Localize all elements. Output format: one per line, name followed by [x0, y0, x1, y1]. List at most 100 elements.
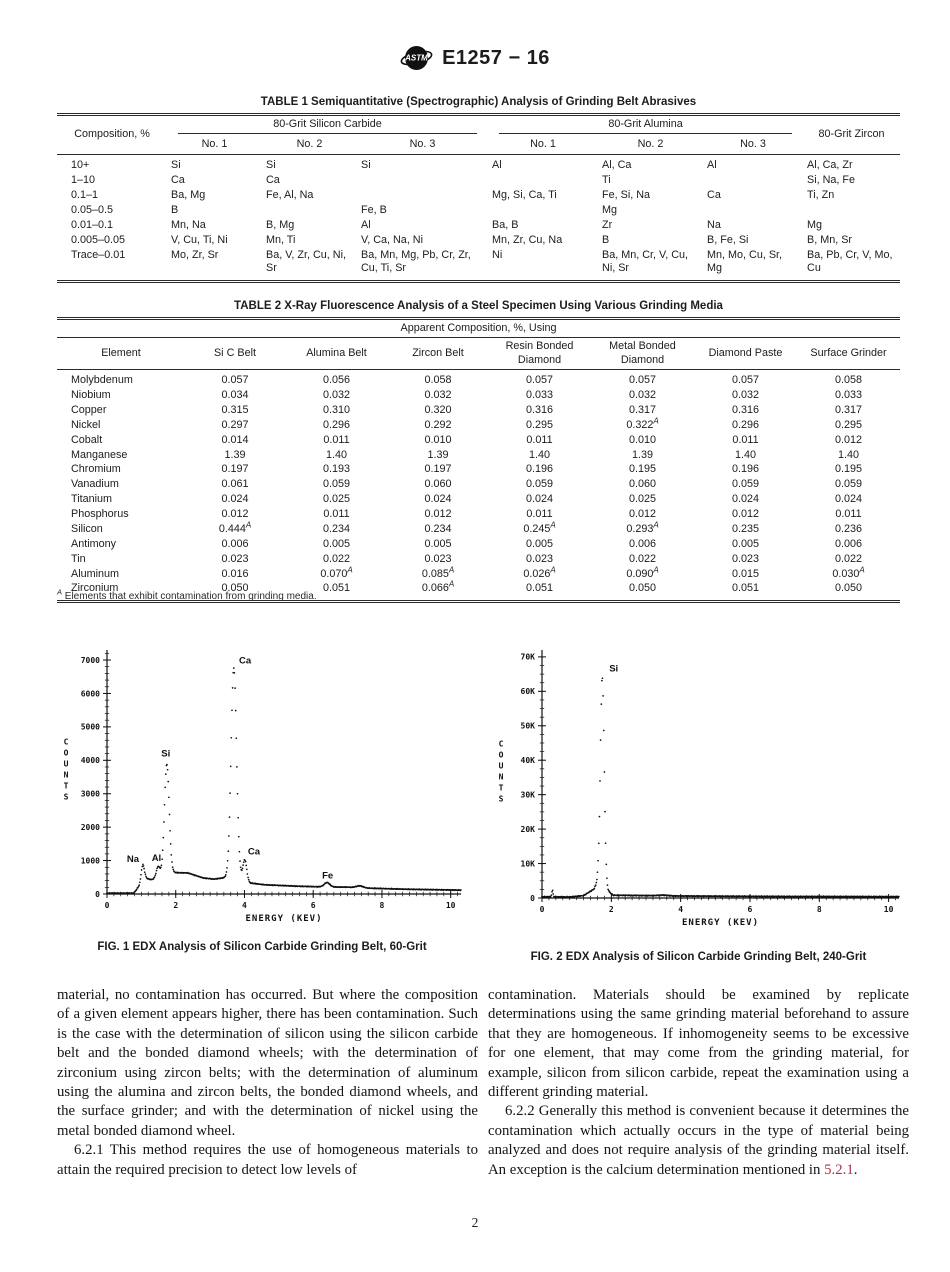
- table-row: Niobium 0.034 0.032 0.032 0.033 0.032 0.032 0.0…: [57, 388, 900, 403]
- element-name: Vanadium: [71, 478, 119, 491]
- value-cell: 0.011: [323, 433, 350, 446]
- table-row: 0.005–0.05 V, Cu, Ti, Ni Mn, Ti V, Ca, Na, …: [57, 233, 900, 248]
- elements-cell: Si: [361, 158, 371, 171]
- value-cell: 0.058: [424, 374, 452, 387]
- document-code: E1257 − 16: [442, 46, 550, 69]
- svg-text:U: U: [499, 762, 504, 771]
- elements-cell: Al, Ca: [602, 158, 632, 171]
- element-name: Zirconium: [71, 582, 119, 595]
- value-cell: 0.316: [731, 403, 760, 416]
- elements-cell: Si: [266, 158, 276, 171]
- value-cell: 0.023: [424, 552, 452, 565]
- elements-cell: [357, 173, 488, 188]
- value-cell: 0.022: [322, 552, 351, 565]
- value-cell: 0.022: [835, 552, 863, 565]
- value-cell: 0.025: [322, 493, 351, 506]
- value-cell: 0.010: [628, 433, 657, 446]
- value-cell: 0.012: [731, 508, 760, 521]
- value-cell: 1.40: [734, 448, 756, 461]
- value-cell: 0.444A: [218, 520, 252, 535]
- svg-text:N: N: [499, 773, 504, 782]
- value-cell: 0.022: [628, 552, 657, 565]
- elements-cell: Ca: [171, 173, 185, 186]
- table-row: 0.1–1 Ba, Mg Fe, Al, Na Mg, Si, Ca, Ti Fe, S…: [57, 188, 900, 203]
- table1-group-alumina: 80-Grit Alumina: [488, 115, 803, 137]
- value-cell: 0.032: [628, 389, 657, 402]
- value-cell: 1.40: [838, 448, 860, 461]
- section-reference-link[interactable]: 5.2.1: [824, 1161, 854, 1178]
- value-cell: 0.066A: [421, 579, 455, 595]
- elements-cell: [703, 173, 803, 188]
- value-cell: 0.057: [628, 374, 657, 387]
- elements-cell: V, Cu, Ti, Ni: [171, 233, 228, 246]
- value-cell: 0.024: [424, 493, 452, 506]
- element-name: Molybdenum: [71, 374, 133, 387]
- elements-cell: Mg: [602, 203, 618, 216]
- value-cell: 0.006: [221, 537, 249, 550]
- value-cell: 0.051: [322, 582, 351, 595]
- composition-range: 1–10: [71, 173, 96, 186]
- figure-1-caption: FIG. 1 EDX Analysis of Silicon Carbide G…: [97, 941, 427, 953]
- value-cell: 1.39: [224, 448, 246, 461]
- elements-cell: [803, 203, 900, 218]
- value-cell: 0.012: [835, 433, 863, 446]
- value-cell: 0.197: [424, 463, 452, 476]
- value-cell: 0.005: [731, 537, 760, 550]
- elements-cell: Ba, B: [492, 218, 519, 231]
- body-paragraph: contamination. Materials should be exami…: [488, 987, 909, 1101]
- elements-cell: Al, Ca, Zr: [807, 158, 853, 171]
- value-cell: 0.236: [835, 522, 863, 535]
- table-row: Nickel 0.297 0.296 0.292 0.295 0.322A 0.296 0.2…: [57, 417, 900, 433]
- value-cell: 0.193: [322, 463, 351, 476]
- value-cell: 0.310: [322, 403, 351, 416]
- elements-cell: B, Mn, Sr: [807, 233, 853, 246]
- body-paragraph: 6.2.2 Generally this method is convenien…: [488, 1103, 909, 1178]
- table2-span-header: Apparent Composition, %, Using: [57, 318, 901, 339]
- value-cell: 0.057: [525, 374, 554, 387]
- figure-2-caption: FIG. 2 EDX Analysis of Silicon Carbide G…: [530, 951, 867, 963]
- value-cell: 0.090A: [626, 565, 659, 580]
- table-row: Zirconium 0.050 0.051 0.066A 0.051 0.050 0.051…: [57, 579, 900, 601]
- svg-text:0: 0: [95, 890, 100, 899]
- value-cell: 0.197: [221, 463, 249, 476]
- svg-text:S: S: [499, 795, 504, 804]
- svg-text:O: O: [64, 749, 69, 758]
- svg-text:0: 0: [540, 905, 545, 914]
- svg-text:6: 6: [748, 905, 753, 914]
- element-name: Antimony: [71, 537, 117, 550]
- value-cell: 0.030A: [832, 565, 865, 580]
- svg-text:S: S: [64, 793, 69, 802]
- table2-column-header: Diamond Paste: [694, 337, 797, 371]
- value-cell: 0.033: [835, 389, 863, 402]
- element-name: Aluminum: [71, 567, 120, 580]
- elements-cell: Ni: [492, 248, 503, 261]
- table2-column-header: Zircon Belt: [388, 337, 488, 371]
- composition-range: Trace–0.01: [71, 248, 126, 261]
- table-row: Aluminum 0.016 0.070A 0.085A 0.026A 0.090A 0.0…: [57, 565, 900, 582]
- value-cell: 0.012: [628, 508, 657, 521]
- elements-cell: [357, 188, 488, 203]
- value-cell: 0.234: [424, 522, 452, 535]
- svg-text:60K: 60K: [521, 687, 536, 696]
- svg-text:ENERGY (KEV): ENERGY (KEV): [682, 918, 759, 928]
- table1-subheader: No. 3: [357, 136, 489, 155]
- elements-cell: [488, 173, 598, 188]
- value-cell: 0.235: [731, 522, 760, 535]
- elements-cell: Ba, V, Zr, Cu, Ni, Sr: [266, 248, 347, 275]
- svg-text:7000: 7000: [81, 656, 100, 665]
- elements-cell: [703, 203, 803, 218]
- value-cell: 0.195: [835, 463, 863, 476]
- elements-cell: Mn, Mo, Cu, Sr, Mg: [707, 248, 783, 275]
- value-cell: 0.292: [424, 418, 452, 431]
- value-cell: 0.032: [424, 389, 452, 402]
- value-cell: 0.011: [835, 508, 862, 521]
- table-row: Vanadium 0.061 0.059 0.060 0.059 0.060 0.059 0.…: [57, 477, 900, 492]
- table1-subheader: No. 1: [167, 136, 262, 155]
- value-cell: 0.014: [221, 433, 249, 446]
- svg-text:T: T: [64, 782, 69, 791]
- composition-range: 10+: [71, 158, 90, 171]
- table-row: Manganese 1.39 1.40 1.39 1.40 1.39 1.40 1.40: [57, 448, 900, 463]
- elements-cell: Mo, Zr, Sr: [171, 248, 219, 261]
- table1-title: TABLE 1 Semiquantitative (Spectrographic…: [260, 96, 697, 108]
- table-row: 0.05–0.5 B Fe, B Mg: [57, 203, 900, 218]
